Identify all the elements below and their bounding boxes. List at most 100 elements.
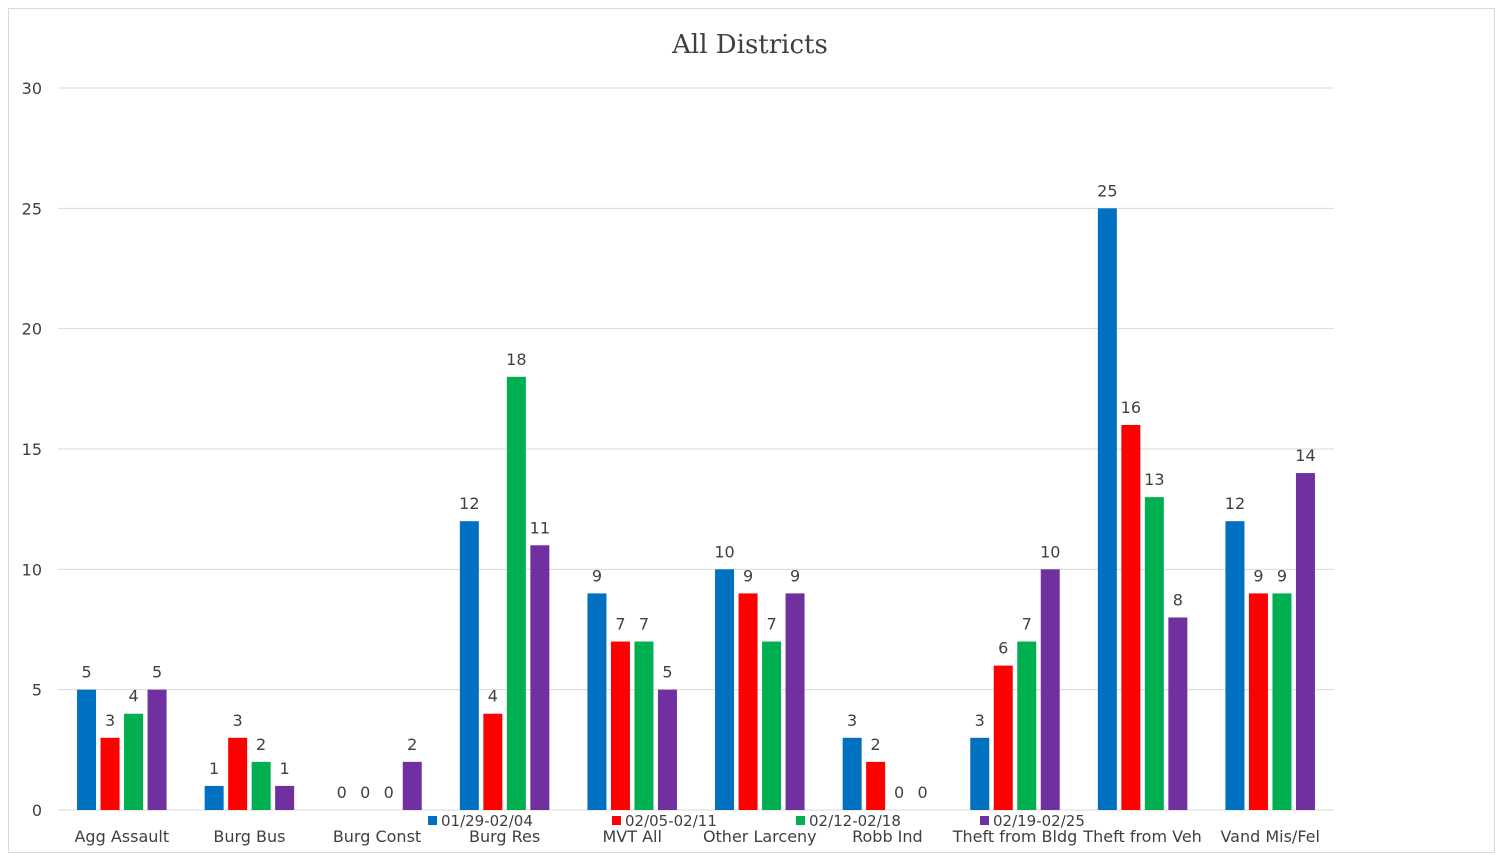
data-label: 9: [1277, 566, 1287, 585]
bar: [1040, 569, 1060, 810]
data-label: 9: [1253, 566, 1263, 585]
data-label: 0: [894, 783, 904, 802]
bar: [657, 689, 677, 810]
bar: [1295, 473, 1315, 810]
bars: [77, 208, 1315, 811]
data-label: 0: [384, 783, 394, 802]
category-label: Agg Assault: [74, 827, 169, 846]
data-label: 1: [209, 759, 219, 778]
bar: [785, 593, 805, 810]
bar: [251, 761, 271, 810]
category-label: Theft from Veh: [1082, 827, 1201, 846]
data-label: 14: [1295, 446, 1315, 465]
bar: [866, 761, 886, 810]
data-label: 13: [1144, 470, 1164, 489]
bar: [100, 737, 120, 810]
data-label: 5: [152, 663, 162, 682]
data-label: 2: [871, 735, 881, 754]
data-label: 9: [743, 566, 753, 585]
category-label: Vand Mis/Fel: [1220, 827, 1319, 846]
y-tick-label: 15: [22, 440, 42, 459]
legend-swatch: [980, 816, 989, 825]
data-label: 12: [459, 494, 479, 513]
data-label: 4: [488, 687, 498, 706]
category-label: MVT All: [602, 827, 661, 846]
data-label: 8: [1173, 590, 1183, 609]
bar: [459, 521, 479, 810]
legend: 01/29-02/04 02/05-02/11 02/12-02/18 02/19-0…: [428, 812, 1085, 830]
data-label: 7: [615, 615, 625, 634]
bar: [204, 785, 224, 810]
bar: [483, 713, 503, 810]
bar: [506, 376, 526, 810]
bar: [715, 569, 735, 810]
data-label: 11: [530, 518, 550, 537]
chart-title: All Districts: [671, 30, 828, 60]
y-tick-label: 30: [22, 79, 42, 98]
category-label: Burg Res: [469, 827, 540, 846]
bar: [124, 713, 144, 810]
data-label: 3: [847, 711, 857, 730]
y-axis-ticks: 0 5 10 15 20 25 30: [22, 79, 42, 820]
bar: [762, 641, 782, 810]
bar: [530, 545, 550, 810]
data-label: 3: [975, 711, 985, 730]
bar: [1248, 593, 1268, 810]
data-label: 0: [337, 783, 347, 802]
bar: [993, 665, 1013, 810]
category-label: Theft from Bldg: [952, 827, 1078, 846]
bar: [1121, 424, 1141, 810]
bar: [842, 737, 862, 810]
y-tick-label: 20: [22, 320, 42, 339]
bar: [1017, 641, 1037, 810]
legend-swatch: [612, 816, 621, 825]
category-label: Burg Const: [333, 827, 421, 846]
y-tick-label: 25: [22, 199, 42, 218]
legend-label: 02/05-02/11: [625, 812, 717, 830]
bar: [228, 737, 248, 810]
data-label: 0: [918, 783, 928, 802]
bar: [738, 593, 758, 810]
data-label: 5: [662, 663, 672, 682]
legend-label: 02/12-02/18: [809, 812, 901, 830]
data-label: 3: [233, 711, 243, 730]
data-label: 10: [714, 542, 734, 561]
legend-swatch: [796, 816, 805, 825]
legend-label: 02/19-02/25: [993, 812, 1085, 830]
category-label: Robb Ind: [852, 827, 923, 846]
bar: [587, 593, 607, 810]
category-label: Other Larceny: [703, 827, 817, 846]
data-label: 7: [766, 615, 776, 634]
bar: [77, 689, 97, 810]
category-labels: Agg Assault Burg Bus Burg Const Burg Res MVT…: [74, 827, 1319, 846]
bar: [1168, 617, 1188, 810]
bar: [1097, 208, 1117, 811]
bar: [1144, 497, 1164, 810]
data-label: 16: [1121, 398, 1141, 417]
data-label: 6: [998, 639, 1008, 658]
data-label: 7: [1022, 615, 1032, 634]
data-label: 12: [1225, 494, 1245, 513]
y-tick-label: 0: [32, 801, 42, 820]
y-tick-label: 5: [32, 681, 42, 700]
bar: [1272, 593, 1292, 810]
data-label: 1: [280, 759, 290, 778]
bar: [970, 737, 990, 810]
data-label: 10: [1040, 542, 1060, 561]
gridlines: [58, 87, 1334, 811]
data-label: 9: [592, 566, 602, 585]
bar: [634, 641, 654, 810]
data-label: 25: [1097, 181, 1117, 200]
bar: [275, 785, 295, 810]
bar: [402, 761, 422, 810]
legend-label: 01/29-02/04: [441, 812, 533, 830]
bar: [147, 689, 167, 810]
category-label: Burg Bus: [213, 827, 285, 846]
data-label: 4: [128, 687, 138, 706]
data-label: 0: [360, 783, 370, 802]
bar: [610, 641, 630, 810]
bar: [1225, 521, 1245, 810]
data-label: 2: [256, 735, 266, 754]
